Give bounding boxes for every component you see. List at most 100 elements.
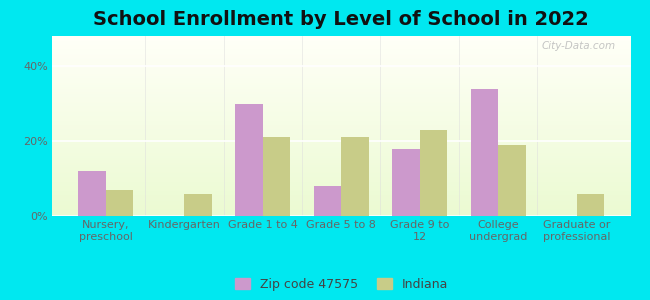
Bar <box>52 52 630 53</box>
Bar <box>52 214 630 215</box>
Bar <box>52 191 630 192</box>
Bar <box>263 137 291 216</box>
Bar <box>52 192 630 193</box>
Bar <box>52 128 630 129</box>
Bar <box>52 193 630 194</box>
Bar <box>52 62 630 63</box>
Bar <box>52 111 630 112</box>
Bar <box>52 100 630 101</box>
Legend: Zip code 47575, Indiana: Zip code 47575, Indiana <box>229 273 453 296</box>
Bar <box>52 164 630 165</box>
Text: City-Data.com: City-Data.com <box>542 41 616 51</box>
Bar <box>52 93 630 94</box>
Bar <box>52 44 630 45</box>
Bar <box>52 177 630 178</box>
Bar <box>314 186 341 216</box>
Bar <box>52 68 630 69</box>
Bar <box>52 144 630 145</box>
Bar <box>52 155 630 156</box>
Bar <box>52 64 630 65</box>
Bar <box>52 198 630 199</box>
Bar <box>52 184 630 185</box>
Bar <box>52 61 630 62</box>
Bar <box>52 210 630 211</box>
Bar <box>52 148 630 149</box>
Bar <box>52 75 630 76</box>
Bar <box>52 169 630 170</box>
Bar <box>52 65 630 66</box>
Bar <box>52 82 630 83</box>
Bar <box>52 113 630 114</box>
Bar <box>52 147 630 148</box>
Bar <box>52 123 630 124</box>
Bar <box>52 142 630 143</box>
Bar <box>52 161 630 162</box>
Bar <box>52 43 630 44</box>
Bar <box>52 145 630 146</box>
Bar <box>52 91 630 92</box>
Bar <box>52 215 630 216</box>
Bar <box>52 50 630 51</box>
Bar <box>52 108 630 109</box>
Bar <box>52 95 630 96</box>
Bar <box>52 178 630 179</box>
Bar <box>52 112 630 113</box>
Bar <box>52 130 630 131</box>
Bar <box>52 165 630 166</box>
Bar <box>52 48 630 49</box>
Bar <box>52 199 630 200</box>
Bar <box>420 130 447 216</box>
Bar <box>52 101 630 102</box>
Bar <box>52 119 630 120</box>
Bar <box>52 88 630 89</box>
Bar <box>52 59 630 60</box>
Bar <box>52 211 630 212</box>
Bar <box>52 139 630 140</box>
Bar <box>577 194 604 216</box>
Bar <box>52 131 630 132</box>
Bar <box>52 58 630 59</box>
Bar <box>52 153 630 154</box>
Bar <box>78 171 106 216</box>
Bar <box>52 54 630 55</box>
Bar <box>52 53 630 54</box>
Bar <box>52 56 630 57</box>
Bar <box>52 167 630 168</box>
Bar <box>341 137 369 216</box>
Bar <box>52 213 630 214</box>
Bar <box>52 182 630 183</box>
Bar <box>52 110 630 111</box>
Bar <box>52 97 630 98</box>
Bar <box>52 135 630 136</box>
Bar <box>52 207 630 208</box>
Bar <box>52 140 630 141</box>
Bar <box>52 120 630 121</box>
Bar <box>52 143 630 144</box>
Title: School Enrollment by Level of School in 2022: School Enrollment by Level of School in … <box>94 10 589 29</box>
Bar <box>52 156 630 157</box>
Bar <box>52 212 630 213</box>
Bar <box>52 116 630 117</box>
Bar <box>52 181 630 182</box>
Bar <box>52 38 630 39</box>
Bar <box>52 204 630 205</box>
Bar <box>52 98 630 99</box>
Bar <box>52 170 630 171</box>
Bar <box>52 202 630 203</box>
Bar <box>52 202 630 203</box>
Bar <box>52 157 630 158</box>
Bar <box>52 117 630 118</box>
Bar <box>52 149 630 150</box>
Bar <box>52 86 630 87</box>
Bar <box>52 107 630 108</box>
Bar <box>52 176 630 177</box>
Bar <box>52 76 630 77</box>
Bar <box>52 78 630 79</box>
Bar <box>52 84 630 85</box>
Bar <box>52 171 630 172</box>
Bar <box>52 55 630 56</box>
Bar <box>52 197 630 198</box>
Bar <box>52 129 630 130</box>
Bar <box>52 166 630 167</box>
Bar <box>52 154 630 155</box>
